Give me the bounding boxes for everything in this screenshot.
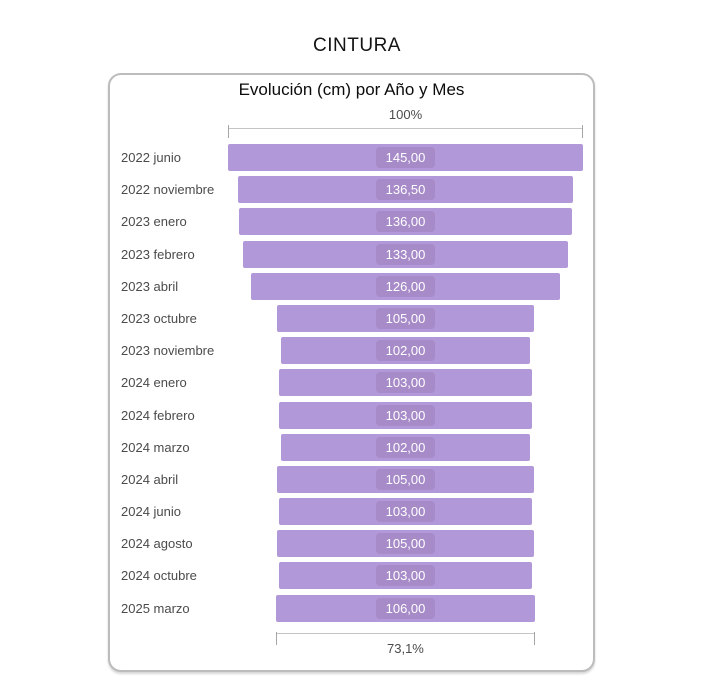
- category-label: 2023 octubre: [121, 310, 197, 326]
- funnel-row: 2024 febrero 103,00: [110, 401, 593, 434]
- funnel-bar[interactable]: 103,00: [279, 369, 532, 397]
- category-label: 2024 marzo: [121, 439, 190, 455]
- value-badge: 136,00: [375, 211, 436, 233]
- funnel-row: 2024 marzo 102,00: [110, 433, 593, 466]
- bar-area: 103,00: [228, 401, 583, 429]
- bar-area: 105,00: [228, 304, 583, 332]
- funnel-row: 2023 noviembre 102,00: [110, 337, 593, 369]
- value-badge: 126,00: [375, 275, 436, 297]
- bracket-left-tick: [275, 632, 277, 645]
- value-badge: 105,00: [375, 533, 436, 555]
- bar-area: 103,00: [228, 498, 583, 526]
- bar-area: 133,00: [228, 240, 583, 268]
- value-badge: 102,00: [375, 340, 436, 362]
- bar-area: 103,00: [228, 369, 583, 397]
- funnel-row: 2024 junio 103,00: [110, 498, 593, 530]
- category-label: 2024 abril: [121, 471, 179, 487]
- funnel-bar[interactable]: 136,50: [238, 176, 573, 204]
- bar-area: 136,50: [228, 176, 583, 204]
- value-badge: 136,50: [375, 179, 436, 201]
- funnel-row: 2024 abril 105,00: [110, 465, 593, 498]
- top-axis: 100%: [228, 107, 583, 138]
- funnel-row: 2023 febrero 133,00: [110, 240, 593, 273]
- category-label: 2023 enero: [121, 214, 187, 230]
- value-badge: 105,00: [375, 307, 436, 329]
- funnel-bar[interactable]: 105,00: [276, 530, 535, 558]
- bar-area: 105,00: [228, 530, 583, 558]
- funnel-rows: 2022 junio 145,00 2022 noviembre 136,50 …: [110, 144, 593, 627]
- bar-area: 105,00: [228, 465, 583, 493]
- value-badge: 105,00: [375, 468, 436, 490]
- value-badge: 106,00: [375, 597, 436, 619]
- bottom-axis: 73,1%: [275, 632, 536, 656]
- bar-area: 103,00: [228, 562, 583, 590]
- funnel-bar[interactable]: 103,00: [279, 562, 532, 590]
- funnel-row: 2022 junio 145,00: [110, 144, 593, 176]
- funnel-bar[interactable]: 126,00: [251, 272, 560, 300]
- bracket-right-tick: [582, 125, 583, 138]
- value-badge: 102,00: [375, 436, 436, 458]
- funnel-row: 2024 enero 103,00: [110, 369, 593, 401]
- funnel-row: 2023 octubre 105,00: [110, 304, 593, 337]
- bracket-right-tick: [534, 632, 536, 645]
- funnel-row: 2023 abril 126,00: [110, 272, 593, 305]
- top-axis-percent-label: 100%: [388, 107, 423, 122]
- bottom-axis-bracket: [275, 632, 536, 645]
- page-title: CINTURA: [313, 35, 401, 56]
- chart-card: Evolución (cm) por Año y Mes 100% 2022 j…: [108, 73, 595, 672]
- funnel-bar[interactable]: 102,00: [280, 337, 531, 365]
- bar-area: 106,00: [228, 594, 583, 622]
- category-label: 2024 junio: [121, 504, 181, 520]
- value-badge: 103,00: [375, 501, 436, 523]
- category-label: 2025 marzo: [121, 600, 190, 616]
- funnel-row: 2024 agosto 105,00: [110, 530, 593, 562]
- chart-subtitle: Evolución (cm) por Año y Mes: [238, 80, 465, 99]
- value-badge: 103,00: [375, 565, 436, 587]
- funnel-row: 2025 marzo 106,00: [110, 594, 593, 627]
- funnel-row: 2023 enero 136,00: [110, 208, 593, 240]
- value-badge: 133,00: [375, 243, 436, 265]
- bar-area: 136,00: [228, 208, 583, 236]
- value-badge: 145,00: [375, 147, 436, 168]
- category-label: 2023 febrero: [121, 246, 195, 262]
- funnel-bar[interactable]: 105,00: [276, 304, 535, 332]
- value-badge: 103,00: [375, 372, 436, 394]
- funnel-bar[interactable]: 105,00: [276, 465, 535, 493]
- funnel-bar[interactable]: 136,00: [239, 208, 572, 236]
- bar-area: 102,00: [228, 433, 583, 461]
- value-badge: 103,00: [375, 404, 436, 426]
- funnel-row: 2022 noviembre 136,50: [110, 176, 593, 208]
- category-label: 2023 abril: [121, 278, 179, 294]
- category-label: 2024 febrero: [121, 407, 195, 423]
- bar-area: 145,00: [228, 144, 583, 171]
- top-axis-bracket: [228, 125, 583, 138]
- category-label: 2024 enero: [121, 375, 187, 391]
- category-label: 2024 octubre: [121, 568, 197, 584]
- category-label: 2023 noviembre: [121, 343, 215, 359]
- funnel-bar[interactable]: 102,00: [280, 433, 531, 461]
- category-label: 2022 noviembre: [121, 182, 215, 198]
- funnel-bar[interactable]: 145,00: [228, 144, 583, 171]
- bar-area: 102,00: [228, 337, 583, 365]
- bottom-axis-percent-label: 73,1%: [387, 641, 424, 656]
- funnel-row: 2024 octubre 103,00: [110, 562, 593, 594]
- funnel-bar[interactable]: 103,00: [279, 498, 532, 526]
- bar-area: 126,00: [228, 272, 583, 300]
- funnel-bar[interactable]: 103,00: [279, 401, 532, 429]
- category-label: 2022 junio: [121, 150, 181, 165]
- funnel-bar[interactable]: 106,00: [275, 594, 536, 622]
- funnel-bar[interactable]: 133,00: [242, 240, 569, 268]
- bracket-left-tick: [228, 125, 229, 138]
- category-label: 2024 agosto: [121, 536, 193, 552]
